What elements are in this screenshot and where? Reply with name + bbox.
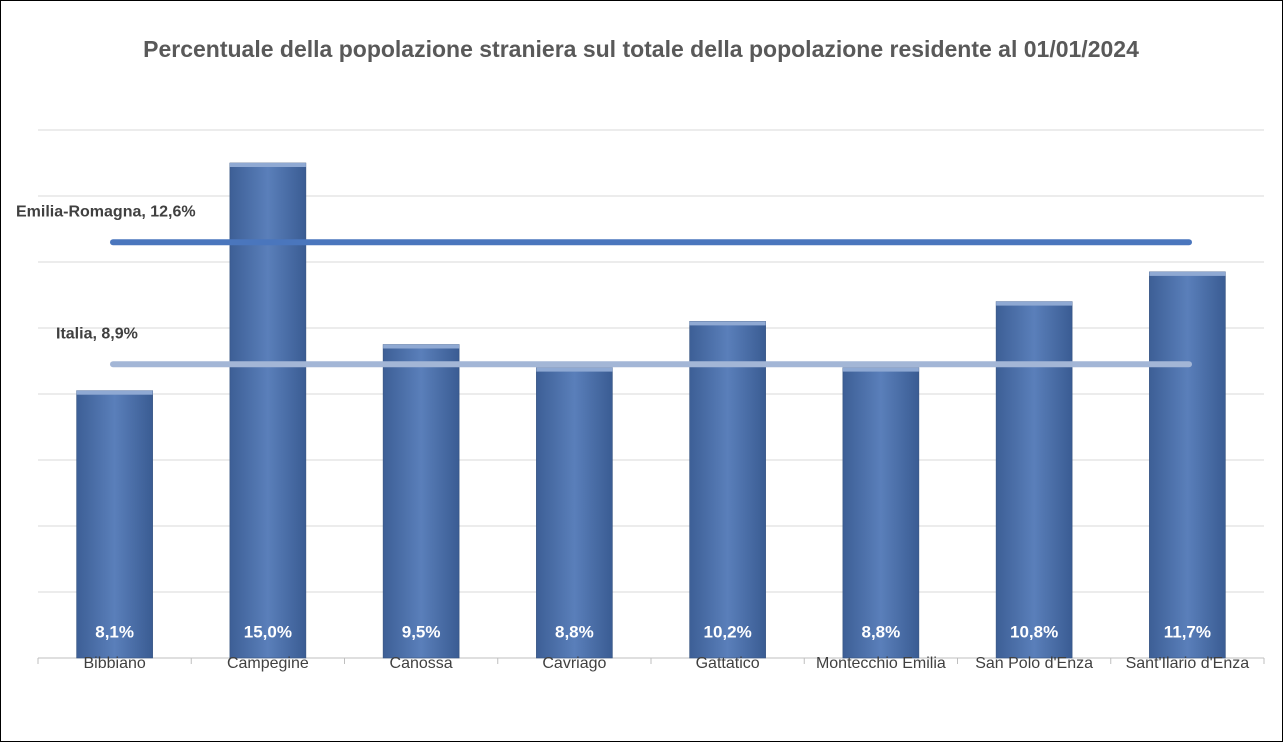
- bar-cap: [1149, 271, 1226, 276]
- bar: [842, 367, 920, 659]
- bar-cap: [536, 367, 613, 372]
- x-tick-label: Bibbiano: [83, 655, 146, 672]
- x-tick-label: Campegine: [226, 655, 309, 672]
- value-label: 8,8%: [555, 622, 594, 641]
- bar: [995, 301, 1073, 659]
- x-tick-label: Sant'Ilario d'Enza: [1125, 655, 1250, 672]
- reference-label: Emilia-Romagna, 12,6%: [16, 203, 196, 220]
- bar-cap: [842, 367, 919, 372]
- value-label: 9,5%: [402, 622, 441, 641]
- bar-cap: [229, 163, 306, 167]
- reference-label: Italia, 8,9%: [56, 326, 138, 343]
- bar-cap: [996, 301, 1073, 306]
- bar-cap: [383, 344, 460, 349]
- x-tick-label: Cavriago: [542, 655, 607, 672]
- value-label: 8,1%: [95, 622, 134, 641]
- value-label: 10,2%: [704, 622, 752, 641]
- chart-title: Percentuale della popolazione straniera …: [143, 36, 1139, 62]
- bar: [76, 390, 153, 659]
- bar: [229, 162, 307, 659]
- bar-cap: [76, 390, 153, 395]
- value-label: 11,7%: [1164, 622, 1211, 641]
- bar: [536, 367, 613, 659]
- value-label: 8,8%: [862, 622, 901, 641]
- bar: [382, 344, 460, 659]
- x-tick-label: San Polo d'Enza: [975, 655, 1094, 672]
- x-tick-label: Canossa: [389, 655, 453, 672]
- value-label: 10,8%: [1010, 622, 1058, 641]
- x-tick-label: Gattatico: [695, 655, 760, 672]
- x-tick-label: Montecchio Emilia: [815, 655, 946, 672]
- value-label: 15,0%: [244, 622, 292, 641]
- bar: [689, 321, 766, 659]
- bar: [1149, 271, 1226, 659]
- bar-cap: [689, 321, 766, 326]
